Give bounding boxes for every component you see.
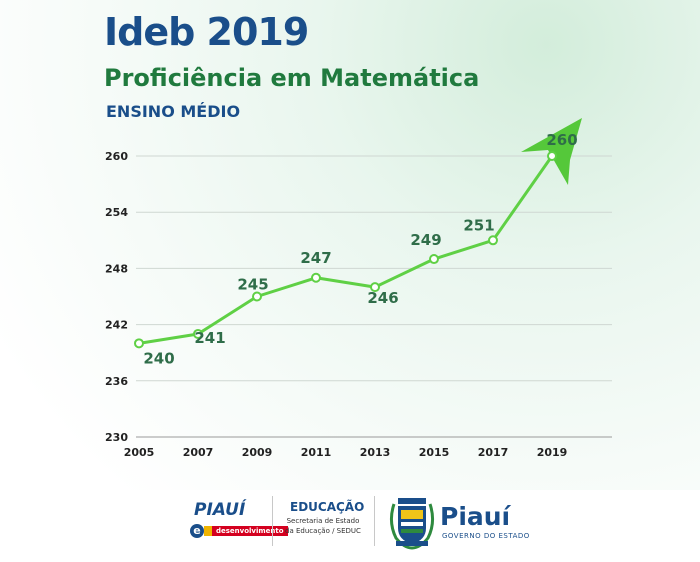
coat-of-arms-icon [389, 498, 435, 550]
education-level-label: ENSINO MÉDIO [106, 102, 241, 121]
y-tick-label: 230 [105, 431, 128, 444]
y-tick-label: 260 [105, 150, 128, 163]
y-tick-label: 236 [105, 375, 128, 388]
x-tick-label: 2013 [360, 446, 391, 459]
footer-divider [374, 496, 375, 546]
x-tick-label: 2007 [183, 446, 214, 459]
series-line [138, 155, 554, 345]
piaui-desenvolvimento-e-icon: e [190, 524, 204, 538]
data-point [547, 151, 557, 161]
chart-subtitle: Proficiência em Matemática [104, 64, 480, 92]
data-point [134, 338, 144, 349]
y-tick-label: 248 [105, 262, 128, 275]
x-tick-label: 2019 [537, 446, 568, 459]
arrow-icon [204, 526, 212, 536]
x-tick-label: 2017 [478, 446, 509, 459]
piaui-government-logo-name: Piauí [440, 502, 511, 531]
data-point [429, 254, 439, 265]
piaui-desenvolvimento-logo-word: PIAUÍ [194, 500, 246, 520]
x-tick-label: 2015 [419, 446, 450, 459]
x-tick-label: 2005 [124, 446, 155, 459]
data-label: 240 [143, 349, 174, 367]
line-chart: 230 236 242 248 254 260 2005 2007 2009 2011 2013 20… [105, 118, 612, 459]
y-tick-label: 242 [105, 319, 128, 332]
data-label: 247 [300, 249, 331, 267]
data-label: 241 [194, 329, 225, 347]
data-point [252, 291, 262, 302]
x-tick-label: 2011 [301, 446, 332, 459]
education-logo-subtitle-1: Secretaria de Estado [286, 517, 360, 525]
education-logo-title: EDUCAÇÃO [290, 500, 365, 514]
footer-logos: PIAUÍ e desenvolvimento EDUCAÇÃO Secreta… [0, 490, 700, 562]
data-point [311, 272, 321, 283]
data-label: 245 [237, 276, 268, 294]
data-label: 246 [367, 289, 398, 307]
education-logo-subtitle-2: da Educação / SEDUC [285, 527, 361, 535]
data-label: 260 [546, 131, 577, 149]
chart-title: Ideb 2019 [104, 10, 309, 54]
piaui-desenvolvimento-banner: desenvolvimento [212, 526, 288, 536]
x-tick-label: 2009 [242, 446, 273, 459]
y-tick-label: 254 [105, 206, 128, 219]
data-point [370, 282, 380, 293]
data-label: 251 [463, 216, 494, 234]
piaui-government-logo-subtitle: GOVERNO DO ESTADO [442, 532, 530, 540]
footer-divider [272, 496, 273, 546]
data-point [488, 235, 498, 246]
data-label: 249 [410, 231, 441, 249]
data-point [193, 328, 203, 339]
